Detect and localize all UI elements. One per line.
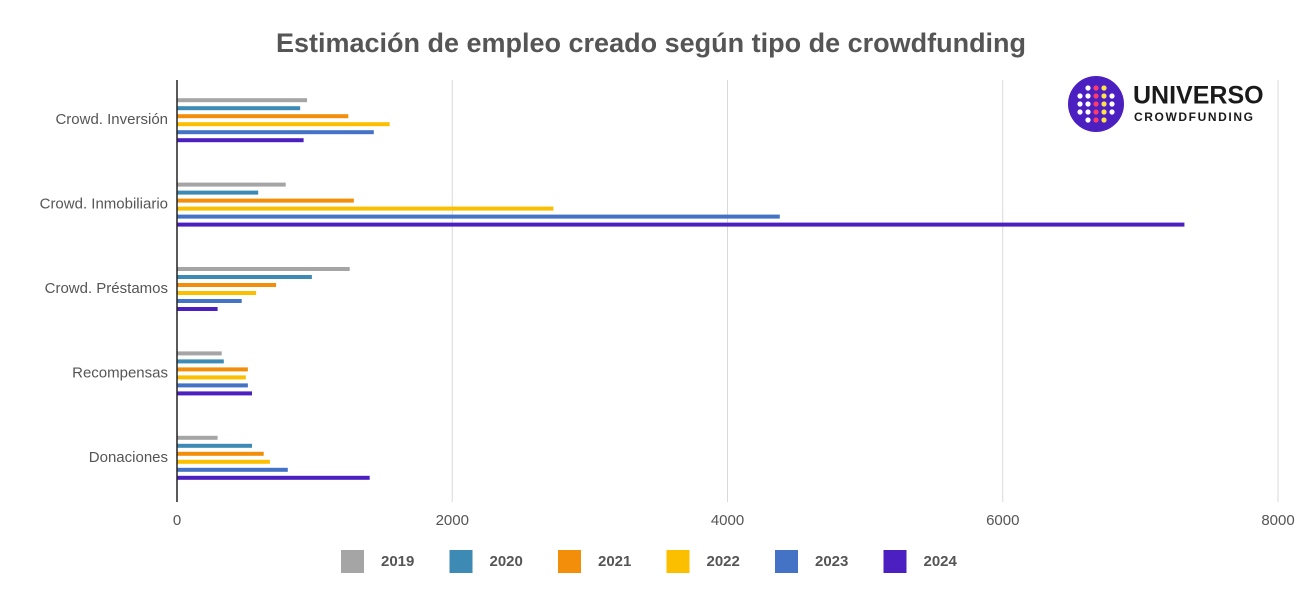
bar — [177, 383, 248, 388]
bar — [177, 182, 286, 187]
logo-dot — [1101, 93, 1107, 99]
y-tick-label: Crowd. Inmobiliario — [40, 196, 168, 213]
bar — [177, 375, 246, 380]
logo-dot — [1085, 101, 1091, 107]
logo-dot — [1077, 109, 1083, 115]
bar — [177, 122, 390, 127]
x-tick-label: 6000 — [986, 512, 1019, 529]
y-tick-label: Crowd. Inversión — [55, 111, 168, 128]
legend-label: 2021 — [598, 553, 631, 570]
legend-swatch — [666, 550, 690, 573]
bar — [177, 435, 218, 440]
logo-dot — [1109, 101, 1115, 107]
legend-swatch — [883, 550, 907, 573]
logo: UNIVERSO CROWDFUNDING — [1068, 76, 1264, 132]
bar — [177, 222, 1185, 227]
legend-swatch — [775, 550, 798, 573]
logo-dot — [1093, 117, 1099, 123]
logo-dot — [1093, 93, 1099, 99]
logo-dot — [1085, 93, 1091, 99]
bar — [177, 138, 304, 143]
bar — [177, 98, 308, 103]
logo-dot — [1093, 101, 1099, 107]
x-tick-label: 4000 — [711, 512, 744, 529]
legend-label: 2019 — [381, 553, 414, 570]
legend-swatch — [449, 550, 473, 573]
bar — [177, 275, 312, 279]
x-tick-label: 2000 — [436, 512, 469, 529]
bar — [177, 283, 277, 287]
logo-dot — [1101, 117, 1107, 123]
chart-title: Estimación de empleo creado según tipo d… — [276, 28, 1026, 58]
bar — [177, 459, 270, 464]
bar — [177, 307, 218, 311]
legend-label: 2022 — [707, 553, 740, 570]
legend-swatch — [341, 550, 364, 573]
logo-dot — [1077, 101, 1083, 107]
legend-label: 2024 — [924, 553, 958, 570]
bar — [177, 443, 253, 448]
logo-dot — [1085, 109, 1091, 115]
logo-dot — [1093, 85, 1099, 91]
bar — [177, 130, 374, 135]
bar — [177, 451, 264, 456]
legend-swatch — [558, 550, 581, 573]
logo-subtitle: CROWDFUNDING — [1134, 110, 1255, 124]
bar — [177, 475, 370, 480]
logo-dot — [1101, 109, 1107, 115]
bar — [177, 267, 350, 271]
y-tick-label: Crowd. Préstamos — [45, 280, 168, 297]
logo-dot — [1085, 85, 1091, 91]
logo-dot — [1109, 93, 1115, 99]
logo-dot — [1109, 109, 1115, 115]
legend-label: 2023 — [815, 553, 848, 570]
y-tick-label: Donaciones — [89, 449, 168, 466]
bar — [177, 467, 288, 472]
logo-dot — [1077, 93, 1083, 99]
bar — [177, 367, 248, 372]
bar — [177, 351, 222, 356]
logo-dot — [1085, 117, 1091, 123]
bar — [177, 214, 780, 219]
bar — [177, 206, 554, 211]
bar — [177, 291, 257, 295]
logo-dot — [1101, 101, 1107, 107]
logo-title: UNIVERSO — [1133, 82, 1264, 110]
bar — [177, 106, 301, 111]
y-tick-label: Recompensas — [72, 364, 168, 381]
bar — [177, 114, 349, 119]
x-tick-label: 0 — [173, 512, 181, 529]
x-tick-label: 8000 — [1261, 512, 1294, 529]
legend-label: 2020 — [490, 553, 523, 570]
bar — [177, 190, 259, 195]
logo-dots — [1077, 85, 1115, 123]
bar — [177, 391, 253, 396]
bar — [177, 299, 242, 303]
bar — [177, 359, 224, 364]
bar — [177, 198, 354, 203]
logo-dot — [1093, 109, 1099, 115]
logo-dot — [1101, 85, 1107, 91]
